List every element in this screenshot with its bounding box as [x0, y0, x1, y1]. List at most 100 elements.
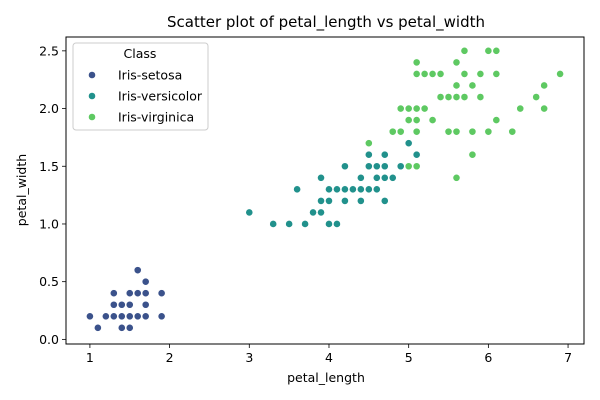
data-point-iris-versicolor-25 — [372, 173, 381, 182]
data-point-iris-setosa-19 — [141, 277, 150, 286]
data-point-iris-virginica-31 — [468, 81, 477, 90]
x-tick-label-6: 6 — [484, 350, 492, 365]
data-point-iris-virginica-30 — [468, 127, 477, 136]
data-point-iris-virginica-20 — [444, 93, 453, 101]
data-point-iris-versicolor-24 — [372, 185, 381, 194]
data-point-iris-setosa-20 — [157, 312, 166, 321]
y-tick-label-0: 0.0 — [39, 332, 59, 347]
data-point-iris-virginica-5 — [404, 116, 413, 124]
data-point-iris-setosa-13 — [133, 312, 142, 321]
data-point-iris-virginica-4 — [404, 162, 413, 171]
data-point-iris-setosa-21 — [157, 289, 166, 298]
data-point-iris-setosa-16 — [141, 312, 150, 321]
data-point-iris-virginica-1 — [388, 127, 397, 136]
legend-marker-iris-setosa — [88, 71, 96, 79]
data-point-iris-setosa-7 — [117, 312, 126, 321]
data-point-iris-virginica-18 — [436, 70, 445, 78]
data-point-iris-versicolor-30 — [380, 150, 389, 159]
data-point-iris-virginica-28 — [460, 46, 469, 55]
data-point-iris-setosa-15 — [133, 266, 142, 275]
x-tick-label-1: 1 — [86, 350, 94, 365]
data-point-iris-versicolor-20 — [356, 173, 365, 182]
legend-label-iris-virginica: Iris-virginica — [118, 110, 194, 125]
data-point-iris-virginica-29 — [468, 150, 477, 159]
data-point-iris-versicolor-6 — [317, 208, 325, 217]
x-tick-label-3: 3 — [245, 350, 253, 365]
data-point-iris-setosa-17 — [141, 300, 150, 309]
data-point-iris-versicolor-11 — [325, 185, 333, 194]
data-point-iris-versicolor-0 — [245, 208, 254, 217]
data-point-iris-setosa-3 — [109, 312, 118, 321]
data-point-iris-virginica-40 — [516, 104, 525, 113]
data-point-iris-virginica-6 — [404, 104, 413, 113]
data-point-iris-virginica-25 — [452, 58, 461, 67]
data-point-iris-virginica-9 — [412, 116, 421, 124]
data-point-iris-setosa-2 — [101, 312, 110, 321]
data-point-iris-virginica-39 — [508, 127, 517, 136]
data-point-iris-versicolor-12 — [333, 220, 341, 228]
y-tick-label-1: 1.0 — [39, 216, 59, 231]
data-point-iris-virginica-8 — [412, 127, 421, 136]
y-tick-label-1.5: 1.5 — [39, 159, 59, 174]
data-point-iris-virginica-24 — [452, 81, 461, 90]
data-point-iris-versicolor-9 — [325, 220, 333, 228]
data-point-iris-setosa-9 — [125, 323, 134, 332]
data-point-iris-setosa-10 — [125, 312, 134, 321]
data-point-iris-virginica-36 — [492, 116, 501, 124]
data-point-iris-virginica-17 — [436, 93, 445, 101]
data-point-iris-versicolor-3 — [293, 185, 302, 194]
y-tick-label-2: 2.0 — [39, 101, 59, 116]
data-point-iris-virginica-38 — [492, 46, 501, 55]
data-point-iris-virginica-14 — [420, 70, 429, 78]
data-point-iris-versicolor-28 — [380, 173, 389, 182]
data-point-iris-versicolor-17 — [348, 185, 357, 194]
data-point-iris-virginica-37 — [492, 70, 501, 78]
data-point-iris-virginica-44 — [556, 70, 564, 78]
data-point-iris-virginica-0 — [364, 139, 373, 148]
data-point-iris-virginica-41 — [532, 93, 541, 101]
data-point-iris-virginica-33 — [476, 70, 485, 78]
data-point-iris-versicolor-27 — [380, 196, 389, 205]
data-point-iris-versicolor-1 — [269, 220, 278, 228]
x-tick-label-5: 5 — [405, 350, 413, 365]
x-tick-label-2: 2 — [166, 350, 174, 365]
x-tick-label-4: 4 — [325, 350, 333, 365]
data-point-iris-versicolor-13 — [333, 185, 341, 194]
data-point-iris-virginica-42 — [540, 104, 549, 113]
data-point-iris-virginica-16 — [428, 70, 437, 78]
data-point-iris-virginica-27 — [460, 70, 469, 78]
legend-marker-iris-versicolor — [88, 92, 96, 100]
data-point-iris-versicolor-15 — [341, 185, 349, 194]
data-point-iris-versicolor-26 — [372, 162, 381, 171]
data-point-iris-versicolor-23 — [364, 150, 373, 159]
data-point-iris-versicolor-21 — [364, 185, 373, 194]
data-point-iris-virginica-32 — [476, 93, 485, 101]
data-point-iris-versicolor-16 — [341, 162, 349, 171]
data-point-iris-versicolor-2 — [285, 220, 294, 228]
data-point-iris-versicolor-4 — [301, 220, 309, 228]
data-point-iris-virginica-15 — [428, 116, 437, 124]
plot-frame — [65, 36, 585, 345]
data-point-iris-setosa-11 — [125, 300, 134, 309]
data-point-iris-virginica-34 — [484, 127, 493, 136]
x-tick-label-7: 7 — [564, 350, 572, 365]
y-tick-label-0.5: 0.5 — [39, 274, 59, 289]
x-axis-label: petal_length — [287, 370, 365, 385]
data-point-iris-versicolor-33 — [396, 162, 405, 171]
legend-title: Class — [124, 46, 157, 61]
y-tick-label-2.5: 2.5 — [39, 43, 59, 58]
data-point-iris-virginica-12 — [412, 58, 421, 67]
data-point-iris-virginica-43 — [540, 81, 549, 90]
data-point-iris-virginica-26 — [460, 93, 469, 101]
legend-marker-iris-virginica — [88, 113, 96, 121]
data-point-iris-setosa-1 — [93, 323, 102, 332]
plot-area: 1 2 3 4 5 6 7 0.0 0.5 1.0 1.5 2.0 2.5 Class Iris-setos… — [39, 36, 585, 365]
data-point-iris-virginica-7 — [412, 162, 421, 171]
data-point-iris-versicolor-14 — [341, 196, 349, 205]
y-axis-label: petal_width — [14, 154, 29, 226]
data-point-iris-versicolor-35 — [412, 150, 421, 159]
legend-label-iris-setosa: Iris-setosa — [118, 68, 182, 83]
data-point-iris-setosa-4 — [109, 300, 118, 309]
data-point-iris-versicolor-8 — [317, 173, 325, 182]
